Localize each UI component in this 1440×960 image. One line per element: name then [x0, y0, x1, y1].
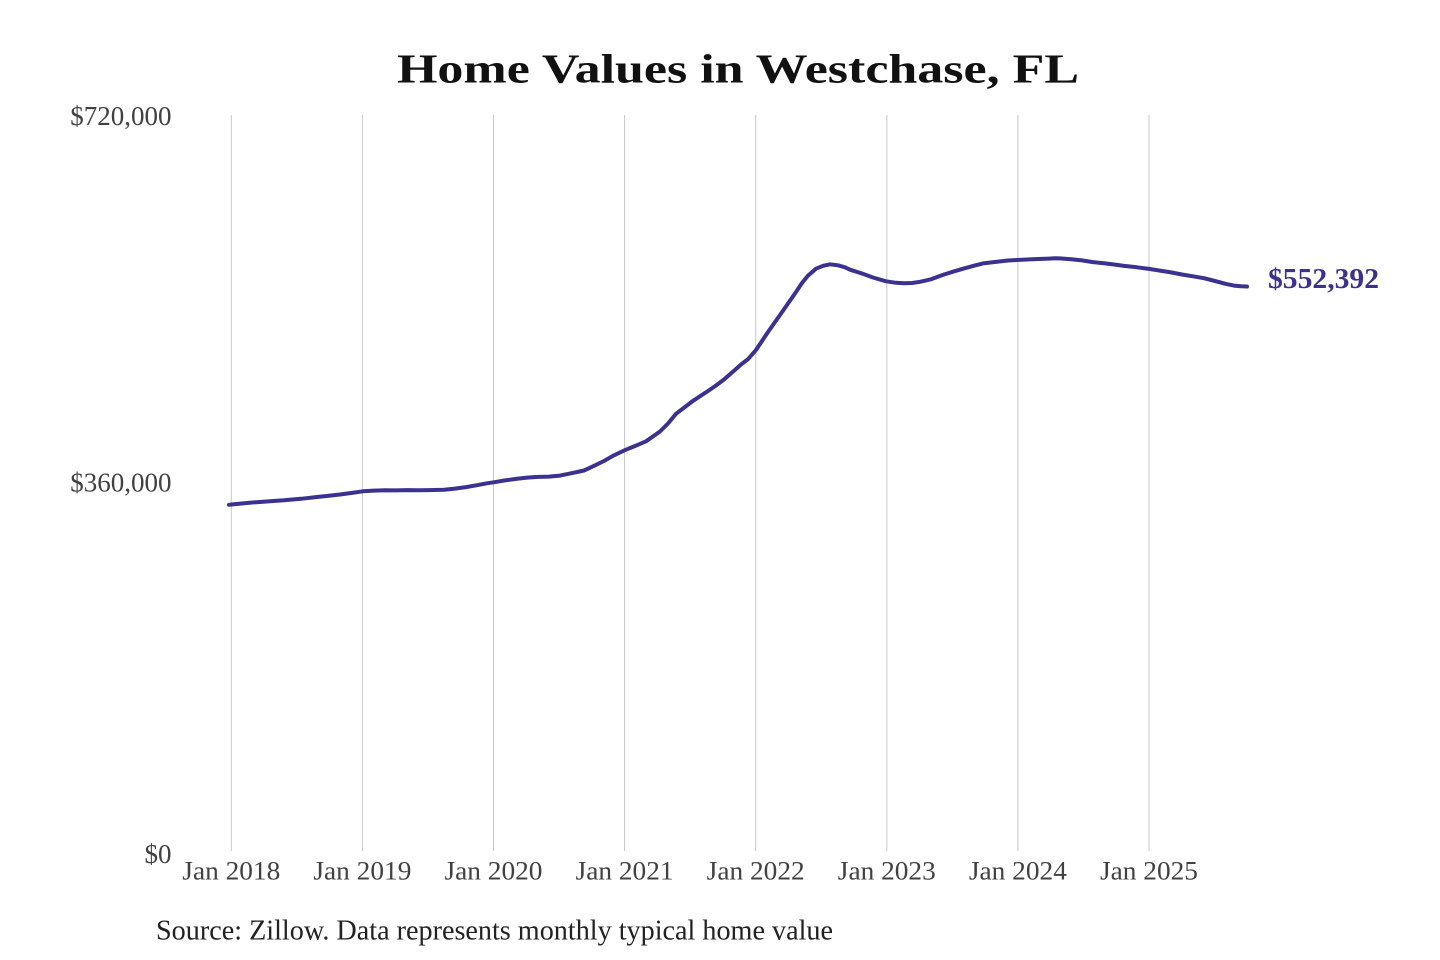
svg-text:Jan 2024: Jan 2024 [969, 857, 1067, 886]
svg-text:Source: Zillow. Data represent: Source: Zillow. Data represents monthly … [156, 915, 833, 947]
svg-text:$552,392: $552,392 [1268, 264, 1379, 295]
svg-text:$360,000: $360,000 [70, 468, 171, 498]
svg-text:Jan 2025: Jan 2025 [1100, 857, 1198, 886]
svg-text:Jan 2021: Jan 2021 [576, 857, 674, 886]
svg-text:$0: $0 [145, 839, 172, 869]
svg-text:Home Values in Westchase, FL: Home Values in Westchase, FL [397, 46, 1079, 92]
svg-text:$720,000: $720,000 [70, 101, 171, 131]
svg-text:Jan 2018: Jan 2018 [182, 857, 280, 886]
svg-text:Jan 2020: Jan 2020 [445, 857, 543, 886]
svg-text:Jan 2023: Jan 2023 [838, 857, 936, 886]
svg-text:Jan 2019: Jan 2019 [313, 857, 411, 886]
svg-text:Jan 2022: Jan 2022 [707, 857, 805, 886]
